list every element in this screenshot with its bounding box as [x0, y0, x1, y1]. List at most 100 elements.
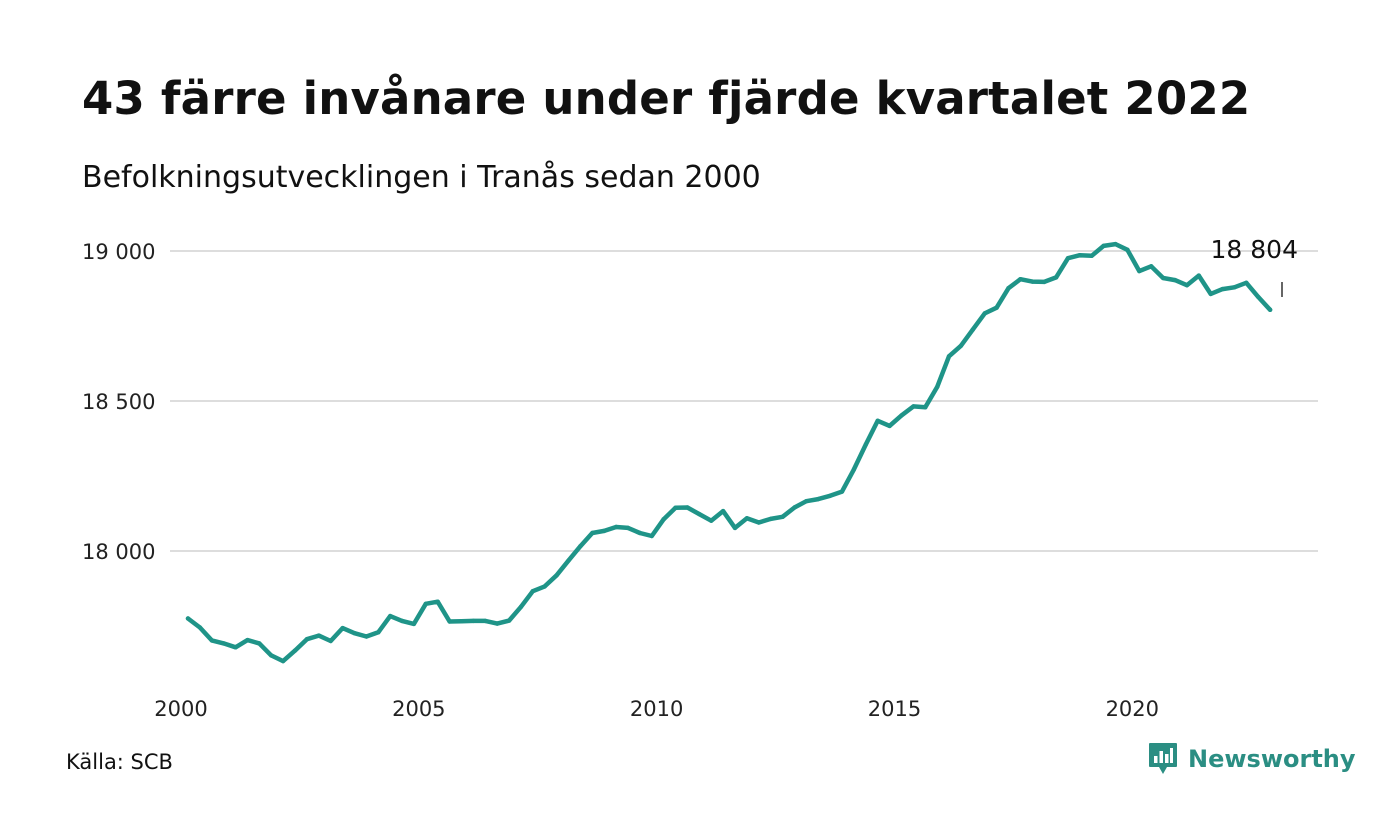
- data-point: [697, 511, 702, 517]
- data-point: [542, 584, 547, 589]
- data-point: [946, 354, 952, 359]
- data-point: [197, 625, 203, 630]
- x-tick-label: 2005: [392, 697, 445, 721]
- data-point: [863, 442, 868, 447]
- data-point: [1244, 280, 1249, 285]
- data-point: [209, 638, 214, 643]
- data-point: [233, 645, 238, 650]
- data-point: [292, 648, 298, 653]
- data-point: [1089, 253, 1094, 258]
- annotation-layer: 18 804: [1211, 235, 1298, 297]
- data-point: [1101, 243, 1106, 249]
- x-tick-label: 2020: [1106, 697, 1159, 721]
- data-point: [530, 589, 535, 594]
- data-point: [459, 619, 464, 624]
- data-point: [1232, 285, 1237, 290]
- data-point: [1042, 279, 1047, 285]
- data-point: [685, 505, 690, 510]
- data-point: [399, 618, 405, 624]
- data-point: [554, 573, 559, 578]
- data-point: [625, 525, 631, 531]
- data-point: [637, 530, 643, 536]
- data-point: [1077, 253, 1083, 258]
- data-point: [1125, 247, 1130, 252]
- data-point: [376, 630, 381, 635]
- data-point: [875, 418, 880, 423]
- y-axis-ticks: 18 000 18 500 19 000: [82, 240, 155, 564]
- data-point: [340, 625, 345, 631]
- data-point: [816, 496, 821, 502]
- x-tick-label: 2010: [630, 697, 683, 721]
- data-point: [245, 637, 250, 643]
- y-tick-label: 18 000: [82, 540, 155, 564]
- source-note: Källa: SCB: [66, 750, 173, 774]
- data-point: [257, 641, 262, 646]
- data-point: [518, 604, 524, 609]
- data-point: [388, 613, 393, 619]
- data-point: [994, 305, 999, 310]
- y-tick-label: 18 500: [82, 390, 155, 414]
- data-point: [935, 384, 940, 390]
- data-point: [780, 514, 785, 519]
- data-point: [280, 658, 286, 664]
- data-point: [316, 633, 321, 638]
- newsworthy-logo-icon: [1149, 743, 1177, 774]
- data-point: [1256, 294, 1261, 300]
- data-point: [923, 405, 928, 410]
- data-point: [1172, 277, 1178, 283]
- data-point: [958, 343, 964, 348]
- y-tick-label: 19 000: [82, 240, 155, 264]
- last-value-label: 18 804: [1211, 235, 1298, 264]
- data-point: [899, 413, 904, 418]
- data-point: [1149, 264, 1154, 269]
- data-point: [839, 489, 845, 494]
- data-point: [1053, 275, 1059, 280]
- data-point: [1267, 307, 1273, 312]
- data-point: [1018, 277, 1023, 282]
- data-point: [506, 618, 512, 623]
- data-point: [1113, 241, 1118, 247]
- data-point: [578, 544, 583, 549]
- data-point: [1137, 268, 1142, 274]
- data-point: [649, 533, 654, 539]
- series-layer: [185, 241, 1273, 664]
- brand[interactable]: Newsworthy: [1148, 742, 1356, 776]
- data-point: [768, 516, 773, 522]
- data-point: [423, 601, 428, 606]
- data-point: [221, 641, 226, 646]
- brand-name: Newsworthy: [1188, 745, 1356, 773]
- data-point: [483, 618, 488, 624]
- data-point: [792, 505, 797, 510]
- data-point: [970, 327, 975, 332]
- data-point: [269, 653, 274, 658]
- data-point: [613, 524, 619, 530]
- data-point: [756, 520, 761, 525]
- data-point: [495, 621, 500, 626]
- data-point: [471, 618, 476, 624]
- data-point: [185, 616, 191, 621]
- data-point: [827, 493, 833, 498]
- x-tick-label: 2000: [154, 697, 207, 721]
- data-point: [1220, 286, 1225, 292]
- data-point: [1006, 286, 1011, 291]
- data-point: [1065, 256, 1071, 261]
- data-point: [732, 525, 738, 531]
- data-point: [720, 508, 726, 514]
- series-line-0: [185, 241, 1273, 664]
- gridlines: [170, 250, 1318, 552]
- data-point: [911, 404, 916, 409]
- data-point: [804, 499, 809, 504]
- data-point: [435, 599, 440, 604]
- chart-title: 43 färre invånare under fjärde kvartalet…: [82, 72, 1251, 125]
- data-point: [982, 311, 987, 316]
- data-point: [602, 528, 607, 534]
- data-point: [447, 619, 452, 624]
- data-point: [411, 621, 417, 627]
- data-point: [328, 638, 333, 644]
- data-point: [1208, 291, 1213, 297]
- x-tick-label: 2015: [868, 697, 921, 721]
- data-point: [1184, 283, 1190, 288]
- data-point: [566, 558, 571, 563]
- data-point: [887, 423, 892, 429]
